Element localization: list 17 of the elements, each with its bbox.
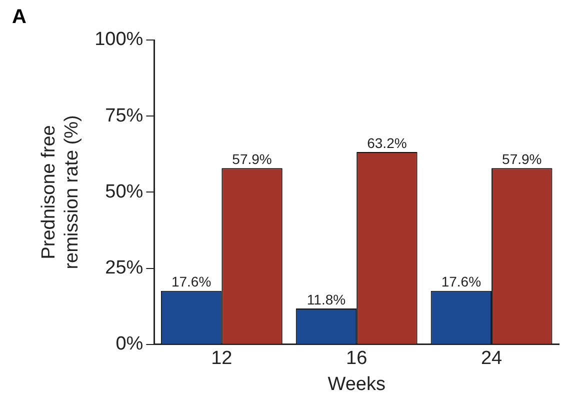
y-tick-label: 25%: [105, 258, 144, 279]
data-label: 17.6%: [171, 274, 212, 290]
data-label: 17.6%: [441, 274, 482, 290]
x-tick-label: 24: [480, 348, 503, 370]
y-tick-label: 100%: [94, 29, 144, 50]
y-axis-title: Prednisone free remission rate (%): [38, 115, 82, 270]
text: A: [12, 6, 26, 29]
data-label: 57.9%: [502, 151, 542, 168]
y-tick-label: 75%: [105, 105, 144, 126]
x-tick-label: 16: [346, 348, 368, 370]
data-label: 57.9%: [232, 151, 272, 168]
data-label: 11.8%: [306, 291, 346, 308]
y-tick-label: 50%: [105, 181, 144, 202]
x-tick-label: 12: [211, 348, 232, 370]
data-label: 63.2%: [367, 134, 407, 151]
x-axis-title: Weeks: [328, 374, 386, 395]
y-tick-label: 0%: [116, 334, 144, 355]
